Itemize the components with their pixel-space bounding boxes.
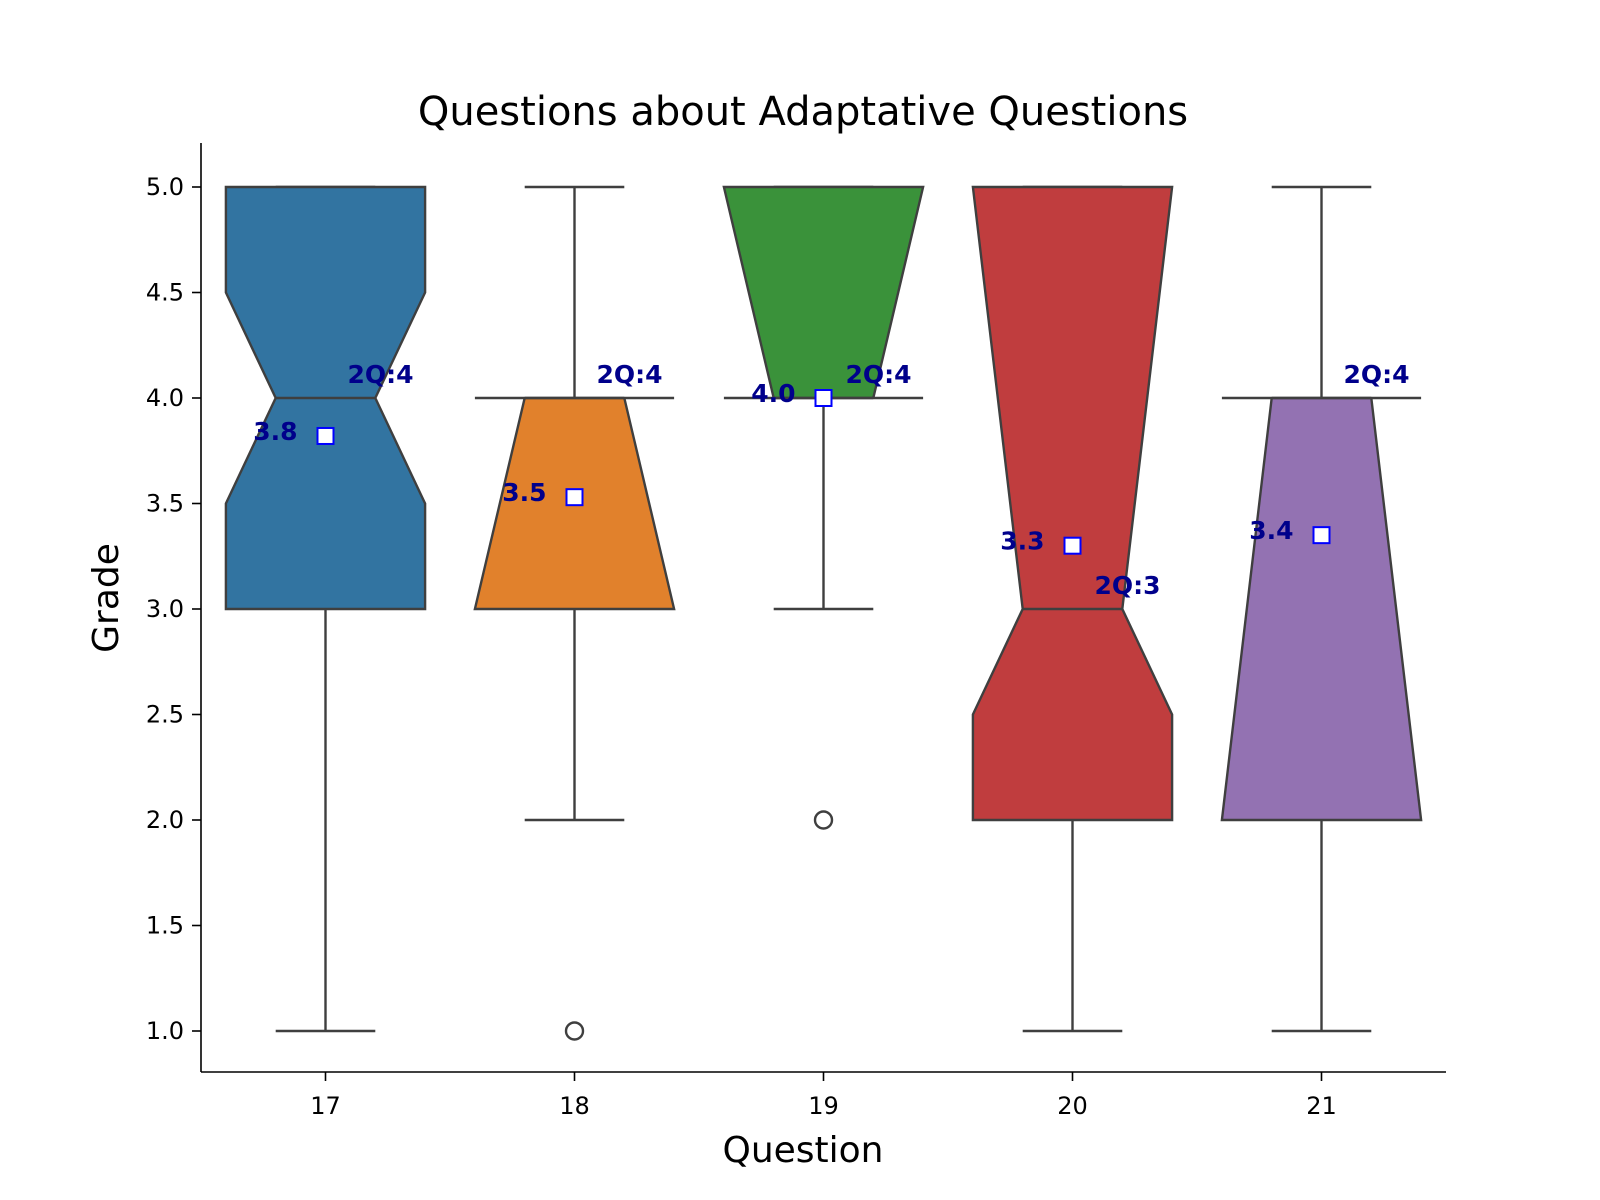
chart-title: Questions about Adaptative Questions <box>418 89 1188 135</box>
median-label: 2Q:3 <box>1095 571 1161 600</box>
x-tick-label: 20 <box>1057 1092 1088 1120</box>
x-tick-label: 19 <box>808 1092 839 1120</box>
y-tick-label: 3.0 <box>146 595 184 623</box>
x-tick-label: 21 <box>1306 1092 1337 1120</box>
median-label: 2Q:4 <box>348 360 414 389</box>
outlier-point <box>564 1021 585 1041</box>
y-tick-label: 1.5 <box>146 912 184 940</box>
y-tick-label: 2.5 <box>146 701 184 729</box>
mean-label: 3.3 <box>1000 527 1044 556</box>
mean-label: 3.8 <box>253 417 297 446</box>
mean-label: 4.0 <box>751 379 795 408</box>
x-axis-label: Question <box>722 1130 883 1171</box>
x-tick-label: 17 <box>310 1092 341 1120</box>
mean-marker <box>1063 536 1082 555</box>
y-tick-label: 4.0 <box>146 384 184 412</box>
y-axis-label: Grade <box>86 543 127 653</box>
annotation-group: 3.8 2Q:4 3.5 2Q:4 4.0 2Q:4 3.3 2Q:3 3.4 2Q:4 <box>253 360 1409 600</box>
box-q20 <box>971 185 1174 822</box>
x-ticks: 17 18 19 20 21 <box>310 1072 1337 1120</box>
outlier-point <box>813 810 834 830</box>
mean-marker <box>565 488 584 507</box>
median-label: 2Q:4 <box>846 360 912 389</box>
mean-marker <box>1312 526 1331 545</box>
mean-marker <box>316 426 335 445</box>
y-tick-label: 3.5 <box>146 490 184 518</box>
y-tick-label: 1.0 <box>146 1017 184 1045</box>
y-tick-label: 2.0 <box>146 806 184 834</box>
y-tick-label: 4.5 <box>146 279 184 307</box>
mean-label: 3.4 <box>1249 516 1293 545</box>
median-label: 2Q:4 <box>1344 360 1410 389</box>
y-tick-label: 5.0 <box>146 173 184 201</box>
box-q21 <box>1220 396 1423 822</box>
y-ticks: 1.0 1.5 2.0 2.5 3.0 3.5 4.0 4.5 5.0 <box>146 173 201 1045</box>
mean-label: 3.5 <box>502 478 546 507</box>
median-label: 2Q:4 <box>597 360 663 389</box>
box-group <box>224 185 1423 1041</box>
mean-marker <box>814 389 833 407</box>
x-tick-label: 18 <box>559 1092 590 1120</box>
